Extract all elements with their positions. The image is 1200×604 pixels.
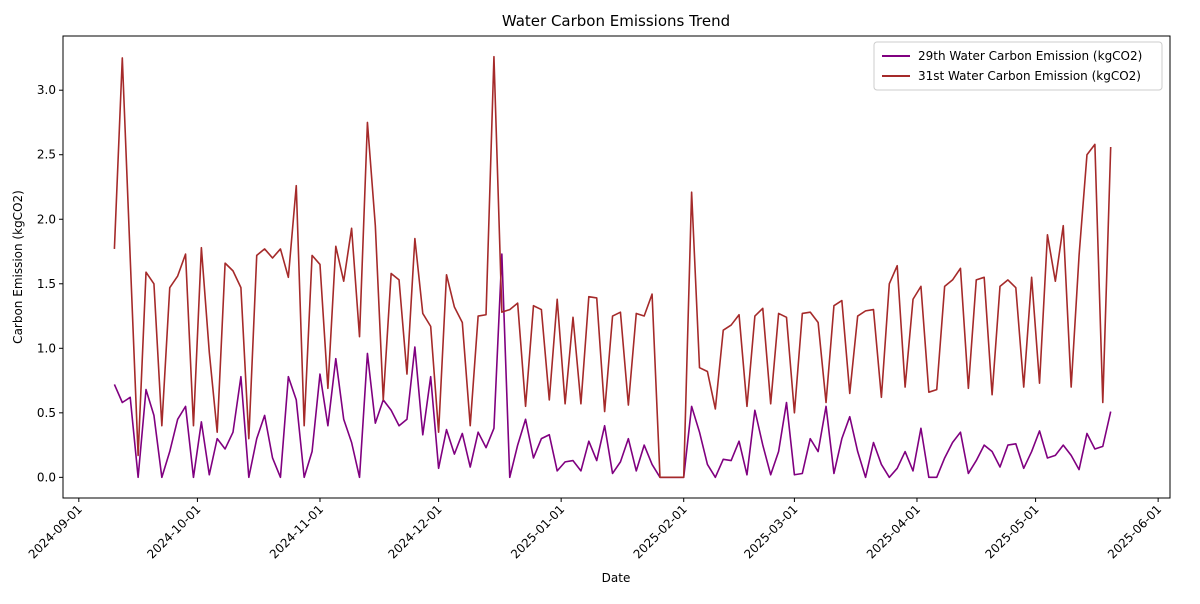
plot-frame <box>62 35 1171 499</box>
y-tick-label: 2.0 <box>37 212 56 226</box>
legend-label: 31st Water Carbon Emission (kgCO2) <box>918 69 1141 83</box>
data-line <box>113 55 1112 479</box>
y-tick-label: 1.0 <box>37 341 56 355</box>
legend: 29th Water Carbon Emission (kgCO2) 31st W… <box>873 41 1163 91</box>
x-axis-label: Date <box>602 571 631 585</box>
legend-box <box>873 41 1163 91</box>
y-axis-label: Carbon Emission (kgCO2) <box>11 190 25 344</box>
y-tick-label: 0.0 <box>37 470 56 484</box>
y-tick-label: 2.5 <box>37 148 56 162</box>
legend-label: 29th Water Carbon Emission (kgCO2) <box>918 49 1142 63</box>
y-tick-label: 3.0 <box>37 83 56 97</box>
chart-title: Water Carbon Emissions Trend <box>502 12 730 30</box>
data-line <box>113 253 1112 479</box>
y-tick-label: 1.5 <box>37 277 56 291</box>
y-tick-label: 0.5 <box>37 406 56 420</box>
